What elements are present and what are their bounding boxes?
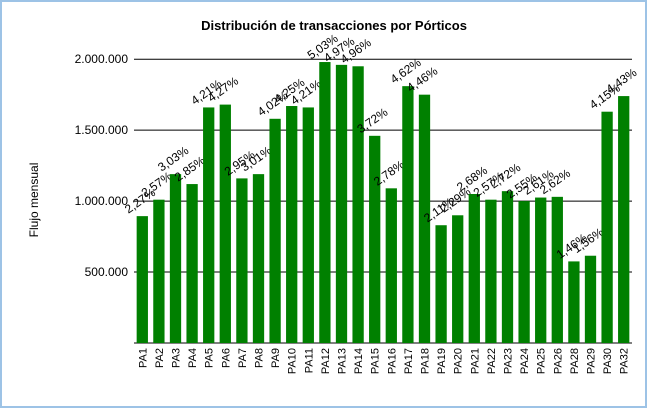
bar [302,107,314,343]
chart-title: Distribución de transacciones por Pórtic… [201,18,467,33]
bar [435,225,447,343]
bar [468,194,480,343]
x-tick-label: PA19 [436,348,448,374]
x-tick-label: PA14 [353,348,365,374]
y-tick-label: 1.500.000 [75,123,129,137]
y-axis-label: Flujo mensual [27,163,41,238]
x-tick-label: PA2 [154,348,166,368]
bar [252,174,265,343]
x-tick-label: PA29 [586,348,598,374]
y-tick-label: 500.000 [85,265,129,279]
bar [601,111,613,343]
bar [269,118,281,344]
bar [319,62,331,344]
x-tick-label: PA10 [287,348,299,374]
x-tick-label: PA1 [137,348,149,368]
bar [584,255,597,343]
y-tick-label: 2.000.000 [75,52,129,66]
bar [568,261,580,343]
bar [136,216,148,343]
x-tick-label: PA18 [420,348,432,374]
x-tick-label: PA32 [619,348,631,374]
x-tick-label: PA30 [602,348,614,374]
bar [352,66,364,344]
x-tick-label: PA28 [569,348,581,374]
bar [335,64,348,343]
x-tick-label: PA20 [453,348,465,374]
x-tick-label: PA3 [171,348,183,368]
bar [418,94,431,344]
x-tick-label: PA11 [303,348,315,373]
bar [501,191,514,343]
x-tick-label: PA8 [254,348,266,368]
bar [402,86,414,344]
bar [452,215,464,343]
bar [286,106,298,344]
bar [385,188,397,343]
x-tick-label: PA12 [320,348,332,374]
bar [518,201,530,343]
x-tick-label: PA6 [220,348,232,368]
bar [219,104,231,343]
y-tick-label: 1.000.000 [75,194,129,208]
x-tick-label: PA21 [469,348,481,374]
x-tick-label: PA25 [536,348,548,374]
bar [618,96,630,343]
x-tick-label: PA26 [552,348,564,374]
x-tick-label: PA22 [486,348,498,374]
bar [369,135,381,343]
bar [169,174,182,343]
x-tick-label: PA16 [386,348,398,374]
x-tick-label: PA5 [204,348,216,368]
x-tick-label: PA24 [519,348,531,374]
bar [535,197,547,343]
x-tick-label: PA23 [503,348,515,374]
bar [153,199,165,343]
x-tick-label: PA17 [403,348,415,374]
x-tick-label: PA9 [270,348,282,368]
bar [203,107,215,343]
x-tick-label: PA4 [187,348,199,368]
x-tick-label: PA15 [370,348,382,374]
bar [485,199,497,343]
x-tick-label: PA13 [337,348,349,374]
bar [186,184,198,343]
x-tick-label: PA7 [237,348,249,368]
bar [236,178,248,343]
bar [551,196,563,343]
